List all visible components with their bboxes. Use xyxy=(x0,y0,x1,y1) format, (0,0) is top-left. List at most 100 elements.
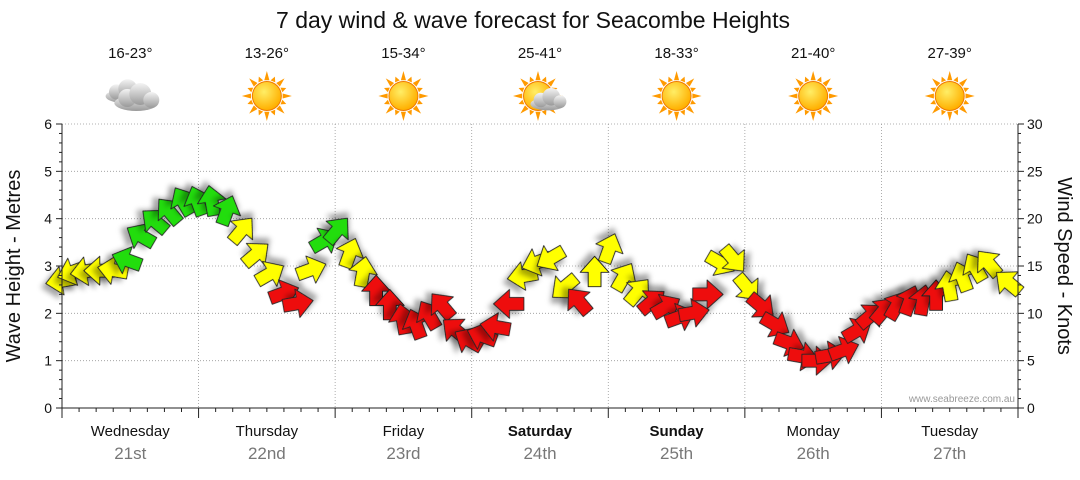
wind-arrow xyxy=(111,246,144,275)
sun-ray xyxy=(690,99,696,105)
sun-ray xyxy=(680,76,685,83)
sun-ray xyxy=(282,93,292,99)
sun-disc xyxy=(662,82,691,110)
y-tick-label-left: 5 xyxy=(44,163,52,179)
sun-ray xyxy=(407,76,412,83)
wind-arrow xyxy=(677,298,710,328)
wind-arrow xyxy=(692,279,724,310)
sun-ray xyxy=(520,105,529,114)
sun-ray xyxy=(651,93,661,99)
sun-ray xyxy=(378,93,388,99)
day-temps: 16-23° 13-26° 15-34° 25-41° 18-33° 21-40° 27-3… xyxy=(108,45,972,62)
sun-ray xyxy=(412,78,422,87)
wind-arrow xyxy=(196,185,227,218)
sun-ray xyxy=(658,105,668,114)
sun-ray xyxy=(513,93,523,99)
sun-ray xyxy=(795,105,804,114)
sun-ray xyxy=(828,93,839,99)
sun-ray xyxy=(270,76,276,83)
y-tick-label-left: 4 xyxy=(44,211,52,227)
sun-ray xyxy=(816,109,822,116)
wind-arrows xyxy=(45,185,1025,376)
wind-arrow xyxy=(294,255,327,284)
sun-ray xyxy=(963,87,970,93)
sun-ray xyxy=(668,109,673,116)
sun-ray xyxy=(385,78,395,87)
sun-cloud-icon xyxy=(513,71,567,121)
sun-icon xyxy=(651,71,702,121)
sun-ray xyxy=(400,111,406,121)
sun-ray xyxy=(247,87,254,93)
y-tick-label-right: 25 xyxy=(1027,163,1043,179)
day-name: Saturday xyxy=(508,423,573,440)
sun-disc xyxy=(935,82,964,110)
y-tick-label-right: 0 xyxy=(1027,400,1035,416)
sun-ray xyxy=(518,87,525,93)
wind-arrow xyxy=(348,256,378,289)
sun-ray xyxy=(941,76,947,83)
sun-ray xyxy=(270,109,276,116)
wind-arrow xyxy=(610,263,637,294)
cloud-icon xyxy=(105,79,160,111)
day-temp: 16-23° xyxy=(108,45,152,62)
sun-ray xyxy=(520,78,529,87)
sun-icon xyxy=(788,71,839,121)
sun-ray xyxy=(816,76,822,83)
day-name: Sunday xyxy=(649,423,704,440)
day-labels: Wednesday 21st Thursday 22nd Friday 23rd Satur… xyxy=(91,423,979,463)
sun-icon xyxy=(378,71,429,121)
sun-ray xyxy=(930,99,937,105)
sun-ray xyxy=(963,99,970,105)
sun-ray xyxy=(417,87,423,93)
sun-ray xyxy=(241,93,252,99)
y-axis-label-right: Wind Speed - Knots xyxy=(1053,177,1075,355)
sun-ray xyxy=(804,109,810,116)
wind-arrow xyxy=(240,242,269,270)
sun-icon xyxy=(924,71,975,121)
sun-ray xyxy=(685,78,695,87)
y-tick-label-right: 5 xyxy=(1027,353,1035,369)
sun-ray xyxy=(384,99,390,105)
wind-arrow xyxy=(977,250,1004,280)
sun-ray xyxy=(529,109,535,116)
sun-ray xyxy=(953,76,959,83)
sun-ray xyxy=(407,109,412,116)
wind-arrow xyxy=(335,237,364,270)
sun-ray xyxy=(804,76,810,83)
sun-ray xyxy=(932,78,941,87)
wind-arrow xyxy=(253,260,285,288)
sun-ray xyxy=(826,87,833,93)
day-date: 25th xyxy=(660,444,693,463)
wind-arrow xyxy=(567,288,594,318)
wind-arrow xyxy=(226,217,254,247)
day-name: Thursday xyxy=(236,423,299,440)
sun-ray xyxy=(657,99,663,105)
sun-ray xyxy=(826,99,833,105)
sun-ray xyxy=(788,93,798,99)
sun-ray xyxy=(953,109,959,116)
sun-rays xyxy=(378,71,429,121)
day-date: 22nd xyxy=(248,444,286,463)
sun-rays xyxy=(241,71,292,121)
sun-ray xyxy=(535,71,541,81)
sun-ray xyxy=(810,71,816,81)
day-temp: 21-40° xyxy=(791,45,835,62)
cloud-shape xyxy=(114,83,160,111)
wind-arrow xyxy=(493,289,525,319)
sun-ray xyxy=(793,99,800,105)
sun-ray xyxy=(541,76,547,83)
sun-ray xyxy=(417,99,423,105)
sun-ray xyxy=(657,87,663,93)
sun-ray xyxy=(258,109,264,116)
sun-ray xyxy=(518,99,525,105)
sun-ray xyxy=(959,105,968,114)
wind-arrow xyxy=(322,217,349,247)
day-date: 27th xyxy=(933,444,966,463)
sun-ray xyxy=(385,105,395,114)
wind-arrow xyxy=(996,271,1025,298)
day-date: 21st xyxy=(114,444,146,463)
wind-arrow xyxy=(479,312,512,342)
wind-arrow xyxy=(374,288,405,321)
sun-ray xyxy=(412,105,422,114)
wind-arrow xyxy=(758,311,790,338)
